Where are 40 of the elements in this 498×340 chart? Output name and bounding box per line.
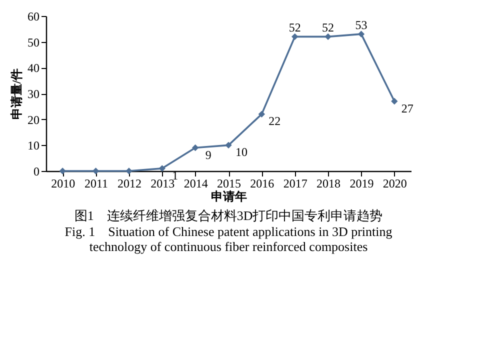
data-label: 22 <box>268 114 281 128</box>
x-tick-label: 2012 <box>117 176 142 190</box>
data-label: 53 <box>355 18 368 32</box>
point <box>292 33 298 40</box>
data-label: 52 <box>322 20 334 35</box>
y-tick-label: 30 <box>28 87 40 101</box>
x-axis-title: 申请年 <box>211 190 247 204</box>
x-tick-label: 2017 <box>283 176 308 190</box>
x-tick-label: 2011 <box>84 176 108 190</box>
point <box>158 165 166 172</box>
data-label: 27 <box>401 101 414 116</box>
y-tick-label: 20 <box>28 112 40 127</box>
y-tick-label: 40 <box>28 61 40 76</box>
point <box>225 142 232 149</box>
y-tick-label: 10 <box>28 138 40 153</box>
point <box>391 98 398 105</box>
text: 图1 连续纤维增强复合材料3D打印中国专利申请趋势 <box>74 208 383 223</box>
y-tick-label: 0 <box>34 164 40 178</box>
y-tick-label: 50 <box>28 35 40 50</box>
point <box>59 168 66 174</box>
x-tick-label: 2019 <box>350 176 374 190</box>
text: Fig. 1 Situation of Chinese patent applications in 3D printing technology of continuous fiber reinforced composites <box>64 224 393 254</box>
x-tick-label: 2020 <box>382 176 407 190</box>
x-tick-label: 2013 <box>150 176 175 190</box>
y-axis-title: 申请量/件 <box>10 68 24 120</box>
point <box>358 30 365 38</box>
x-tick-label: 2015 <box>217 176 241 190</box>
y-tick-label: 60 <box>28 10 40 24</box>
x-tick-label: 2016 <box>250 176 274 190</box>
x-tick-label: 2010 <box>51 176 76 190</box>
data-label: 9 <box>205 148 212 162</box>
point <box>258 110 266 118</box>
point <box>192 144 199 152</box>
data-label: 10 <box>236 145 248 160</box>
data-label: 52 <box>288 20 301 35</box>
point <box>92 168 100 174</box>
point <box>324 33 332 40</box>
point <box>126 168 132 174</box>
x-tick-label: 2014 <box>184 176 208 190</box>
x-tick-label: 2018 <box>316 176 341 190</box>
